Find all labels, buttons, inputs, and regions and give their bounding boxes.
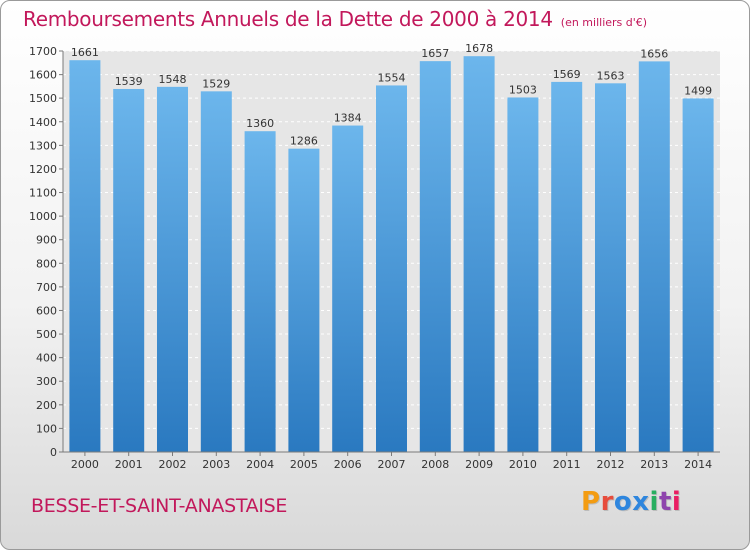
commune-name: BESSE-ET-SAINT-ANASTAISE xyxy=(31,495,288,517)
x-tick-label: 2005 xyxy=(290,458,318,471)
bar-value-label: 1563 xyxy=(597,69,625,82)
y-tick-label: 100 xyxy=(36,422,57,435)
bar-value-label: 1656 xyxy=(640,47,668,60)
bar-value-label: 1503 xyxy=(509,83,537,96)
logo-letter: r xyxy=(600,487,614,517)
x-tick-label: 2000 xyxy=(71,458,99,471)
x-axis-tick-labels: 2000 2001 2002 2003 2004 2005 2006 2007 2008 2009… xyxy=(71,452,712,471)
y-tick-label: 1000 xyxy=(29,210,57,223)
logo-letter: x xyxy=(632,487,650,517)
y-tick-label: 1200 xyxy=(29,163,57,176)
bar-2001 xyxy=(113,88,145,453)
logo-letter: i xyxy=(671,487,682,517)
proxiti-logo[interactable]: Proxiti xyxy=(581,487,681,517)
y-tick-label: 700 xyxy=(36,281,57,294)
logo-letter: i xyxy=(649,487,659,517)
bar-value-label: 1286 xyxy=(290,135,318,148)
bar-value-label: 1384 xyxy=(334,112,362,125)
bar-value-label: 1661 xyxy=(71,46,99,59)
bar-2005 xyxy=(288,148,320,453)
y-tick-label: 800 xyxy=(36,257,57,270)
bar-2000 xyxy=(69,60,101,453)
y-tick-label: 400 xyxy=(36,352,57,365)
bar-2011 xyxy=(551,81,583,453)
y-tick-label: 1500 xyxy=(29,92,57,105)
bar-2003 xyxy=(200,91,232,453)
x-tick-label: 2008 xyxy=(421,458,449,471)
x-tick-label: 2003 xyxy=(202,458,230,471)
y-tick-label: 1600 xyxy=(29,69,57,82)
bar-value-label: 1529 xyxy=(202,77,230,90)
x-tick-label: 2012 xyxy=(597,458,625,471)
bar-2014 xyxy=(682,98,714,452)
x-tick-label: 2001 xyxy=(115,458,143,471)
y-tick-label: 300 xyxy=(36,375,57,388)
x-tick-label: 2014 xyxy=(684,458,712,471)
bar-value-label: 1499 xyxy=(684,84,712,97)
y-tick-label: 1400 xyxy=(29,116,57,129)
y-tick-label: 600 xyxy=(36,304,57,317)
bar-2009 xyxy=(463,56,495,452)
bar-value-label: 1360 xyxy=(246,117,274,130)
y-tick-label: 1700 xyxy=(29,45,57,58)
x-tick-label: 2009 xyxy=(465,458,493,471)
chart-title-text: Remboursements Annuels de la Dette de 20… xyxy=(23,7,553,31)
logo-letter: t xyxy=(658,487,672,517)
bar-2007 xyxy=(376,85,407,453)
bar-2013 xyxy=(638,61,670,453)
y-tick-label: 900 xyxy=(36,234,57,247)
bar-value-label: 1569 xyxy=(553,68,581,81)
y-tick-label: 0 xyxy=(50,446,57,459)
bar-2002 xyxy=(157,86,188,452)
bar-2010 xyxy=(507,97,539,453)
y-tick-label: 1300 xyxy=(29,139,57,152)
x-tick-label: 2004 xyxy=(246,458,274,471)
x-tick-label: 2010 xyxy=(509,458,537,471)
bars xyxy=(69,56,714,453)
x-tick-label: 2011 xyxy=(553,458,581,471)
chart-subtitle: (en milliers d'€) xyxy=(560,16,648,29)
bar-value-label: 1678 xyxy=(465,42,493,55)
x-tick-label: 2006 xyxy=(334,458,362,471)
bar-2008 xyxy=(419,61,451,452)
y-tick-label: 200 xyxy=(36,399,57,412)
bar-value-label: 1657 xyxy=(421,47,449,60)
bar-2004 xyxy=(244,131,276,452)
x-tick-label: 2013 xyxy=(640,458,668,471)
y-tick-label: 500 xyxy=(36,328,57,341)
logo-letter: o xyxy=(613,487,633,517)
x-tick-label: 2002 xyxy=(159,458,187,471)
bar-2012 xyxy=(595,83,626,452)
y-tick-label: 1100 xyxy=(29,187,57,200)
y-axis-tick-labels: 0 100 200 300 400 500 600 700 800 900 1000 1100 1200… xyxy=(29,45,63,459)
value-labels: 1661 1539 1548 1529 1360 1286 1384 1554 1657 1678… xyxy=(71,42,712,147)
bar-2006 xyxy=(332,125,364,453)
bar-value-label: 1539 xyxy=(115,75,143,88)
bar-value-label: 1548 xyxy=(159,73,187,86)
logo-letter: P xyxy=(581,487,601,517)
bar-value-label: 1554 xyxy=(378,71,406,84)
x-tick-label: 2007 xyxy=(378,458,406,471)
chart-title: Remboursements Annuels de la Dette de 20… xyxy=(23,7,647,31)
